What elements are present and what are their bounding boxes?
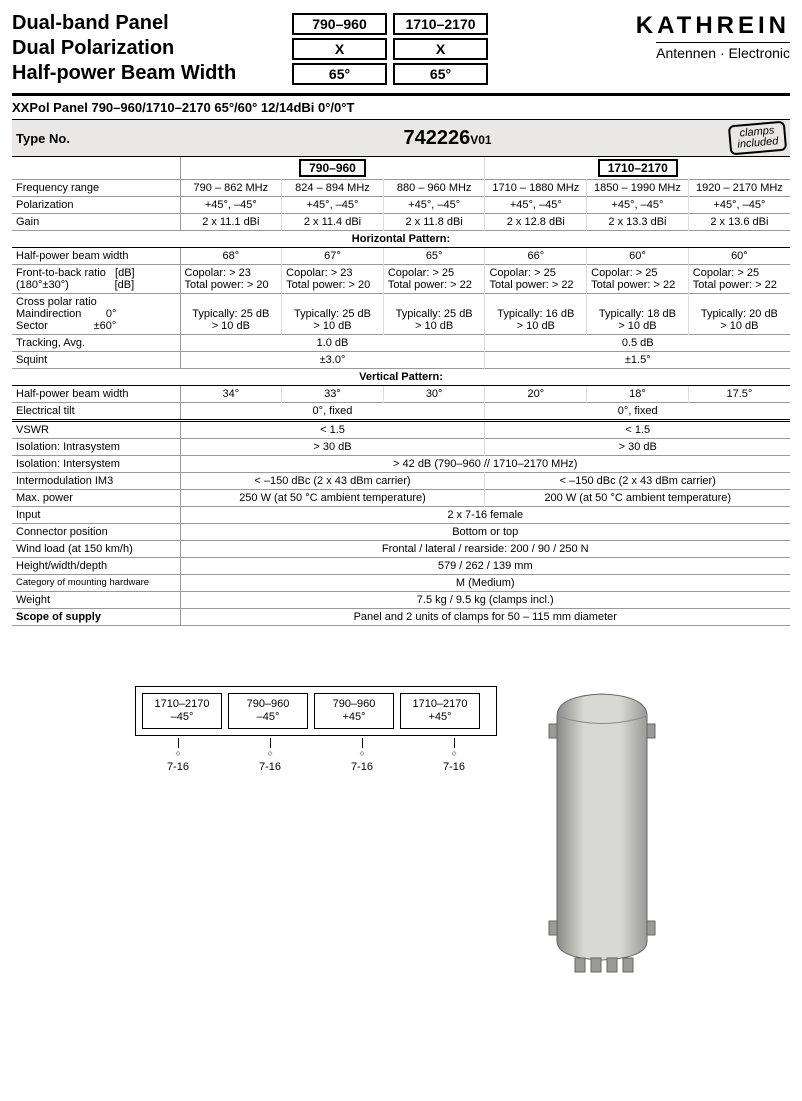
- row-etilt: Electrical tilt 0°, fixed 0°, fixed: [12, 403, 790, 421]
- divider: [12, 93, 790, 96]
- row-cpr: Cross polar ratioMaindirection 0°Sector …: [12, 294, 790, 335]
- low-band-badge: 790–960: [299, 159, 366, 177]
- port-diagram: 1710–2170–45° 790–960–45° 790–960+45° 17…: [135, 686, 497, 773]
- port-1: 1710–2170–45°: [142, 693, 222, 729]
- label-hpbw: Half-power beam width: [12, 248, 180, 265]
- pol-box-high: X: [393, 38, 488, 60]
- label-input: Input: [12, 507, 180, 524]
- row-iso-intra: Isolation: Intrasystem > 30 dB > 30 dB: [12, 439, 790, 456]
- row-maxpower: Max. power 250 W (at 50 °C ambient tempe…: [12, 490, 790, 507]
- band-box-high: 1710–2170: [393, 13, 488, 35]
- row-scope: Scope of supply Panel and 2 units of cla…: [12, 609, 790, 626]
- label-squint: Squint: [12, 352, 180, 369]
- label-cpr: Cross polar ratioMaindirection 0°Sector …: [12, 294, 180, 335]
- row-iso-inter: Isolation: Intersystem > 42 dB (790–960 …: [12, 456, 790, 473]
- row-tracking: Tracking, Avg. 1.0 dB 0.5 dB: [12, 335, 790, 352]
- pol-box-low: X: [292, 38, 387, 60]
- label-iso-inter: Isolation: Intersystem: [12, 456, 180, 473]
- clamps-badge: clamps included: [728, 121, 787, 156]
- row-input: Input 2 x 7-16 female: [12, 507, 790, 524]
- row-squint: Squint ±3.0° ±1.5°: [12, 352, 790, 369]
- port-stub-icon: [362, 738, 363, 748]
- row-vswr: VSWR < 1.5 < 1.5: [12, 421, 790, 439]
- row-polarization: Polarization +45°, –45° +45°, –45° +45°,…: [12, 197, 790, 214]
- type-value: 742226V01: [166, 127, 729, 150]
- title-polarization: Dual Polarization: [12, 37, 292, 60]
- label-windload: Wind load (at 150 km/h): [12, 541, 180, 558]
- label-vswr: VSWR: [12, 421, 180, 439]
- subheading: XXPol Panel 790–960/1710–2170 65°/60° 12…: [12, 100, 790, 115]
- row-im3: Intermodulation IM3 < –150 dBc (2 x 43 d…: [12, 473, 790, 490]
- row-connpos: Connector position Bottom or top: [12, 524, 790, 541]
- type-main: 742226: [403, 127, 470, 149]
- hpbw-box-low: 65°: [292, 63, 387, 85]
- brand-block: KATHREIN Antennen · Electronic: [636, 12, 790, 61]
- label-weight: Weight: [12, 592, 180, 609]
- row-gain: Gain 2 x 11.1 dBi 2 x 11.4 dBi 2 x 11.8 …: [12, 214, 790, 231]
- clamps-l2: included: [737, 135, 779, 151]
- label-connpos: Connector position: [12, 524, 180, 541]
- row-hp-section: Horizontal Pattern:: [12, 231, 790, 248]
- row-dims: Height/width/depth 579 / 262 / 139 mm: [12, 558, 790, 575]
- row-fbr: Front-to-back ratio [dB](180°±30°) [dB] …: [12, 265, 790, 294]
- spec-table: 790–960 1710–2170 Frequency range 790 – …: [12, 157, 790, 626]
- label-dims: Height/width/depth: [12, 558, 180, 575]
- label-etilt: Electrical tilt: [12, 403, 180, 421]
- row-freq-range: Frequency range 790 – 862 MHz 824 – 894 …: [12, 180, 790, 197]
- port-stub-icon: [454, 738, 455, 748]
- hpbw-box-high: 65°: [393, 63, 488, 85]
- port-2: 790–960–45°: [228, 693, 308, 729]
- high-band-badge: 1710–2170: [598, 159, 678, 177]
- row-hpbw: Half-power beam width 68° 67° 65° 66° 60…: [12, 248, 790, 265]
- title-hpbw: Half-power Beam Width: [12, 62, 292, 85]
- row-weight: Weight 7.5 kg / 9.5 kg (clamps incl.): [12, 592, 790, 609]
- band-box-low: 790–960: [292, 13, 387, 35]
- label-polarization: Polarization: [12, 197, 180, 214]
- port-frame: 1710–2170–45° 790–960–45° 790–960+45° 17…: [135, 686, 497, 736]
- port-stub-icon: [270, 738, 271, 748]
- brand-logo: KATHREIN: [636, 12, 790, 40]
- label-mounthw: Category of mounting hardware: [12, 575, 180, 592]
- row-vp-section: Vertical Pattern:: [12, 369, 790, 386]
- type-label: Type No.: [16, 131, 166, 146]
- port-4: 1710–2170+45°: [400, 693, 480, 729]
- antenna-icon: [537, 686, 667, 976]
- port-stub-icon: [178, 738, 179, 748]
- type-suffix: V01: [470, 133, 491, 147]
- label-iso-intra: Isolation: Intrasystem: [12, 439, 180, 456]
- row-windload: Wind load (at 150 km/h) Frontal / latera…: [12, 541, 790, 558]
- label-tracking: Tracking, Avg.: [12, 335, 180, 352]
- header: Dual-band Panel 790–960 1710–2170 Dual P…: [12, 12, 790, 87]
- label-fbr: Front-to-back ratio [dB](180°±30°) [dB]: [12, 265, 180, 294]
- type-row: Type No. 742226V01 clamps included: [12, 119, 790, 157]
- label-freq-range: Frequency range: [12, 180, 180, 197]
- row-vhpbw: Half-power beam width 34° 33° 30° 20° 18…: [12, 386, 790, 403]
- band-header-row: 790–960 1710–2170: [12, 157, 790, 180]
- label-im3: Intermodulation IM3: [12, 473, 180, 490]
- brand-tagline: Antennen · Electronic: [656, 42, 790, 61]
- label-gain: Gain: [12, 214, 180, 231]
- title-dual-band: Dual-band Panel: [12, 12, 292, 35]
- row-mounthw: Category of mounting hardware M (Medium): [12, 575, 790, 592]
- label-maxpower: Max. power: [12, 490, 180, 507]
- port-3: 790–960+45°: [314, 693, 394, 729]
- bottom-area: 1710–2170–45° 790–960–45° 790–960+45° 17…: [12, 686, 790, 979]
- label-scope: Scope of supply: [12, 609, 180, 626]
- header-left: Dual-band Panel 790–960 1710–2170 Dual P…: [12, 12, 494, 87]
- label-vhpbw: Half-power beam width: [12, 386, 180, 403]
- antenna-image: [537, 686, 667, 979]
